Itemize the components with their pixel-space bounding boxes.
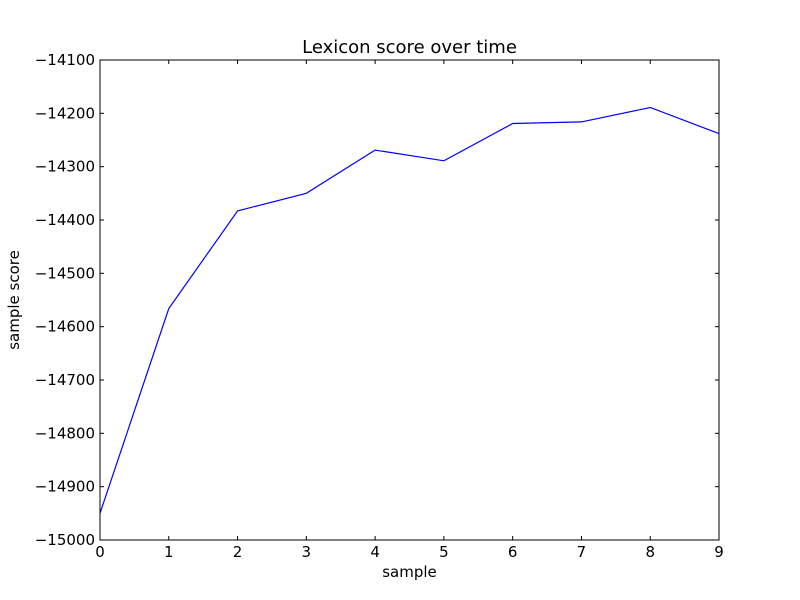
x-axis-label: sample [382,563,437,581]
x-tick-label: 7 [577,543,587,561]
y-tick-label: −15000 [35,531,95,549]
plot-area-frame [99,59,720,541]
series-line [99,106,720,514]
chart-title: Lexicon score over time [302,37,517,58]
x-tick-label: 6 [508,543,518,561]
y-tick-label: −14800 [35,424,95,442]
tick-labels: 0 1 2 3 4 5 6 7 8 9 −15000 −14900 −14800 −14700 −14600… [35,51,724,561]
x-tick-label: 9 [714,543,724,561]
x-tick-label: 8 [645,543,655,561]
x-tick-label: 0 [95,543,105,561]
y-tick-label: −14300 [35,158,95,176]
y-tick-label: −14700 [35,371,95,389]
x-tick-label: 5 [439,543,449,561]
y-tick-label: −14200 [35,104,95,122]
y-axis-label: sample score [5,250,23,350]
y-tick-label: −14600 [35,318,95,336]
x-tick-label: 2 [233,543,243,561]
data-series [99,106,720,514]
y-tick-label: −14500 [35,264,95,282]
x-tick-label: 1 [164,543,174,561]
y-tick-label: −14400 [35,211,95,229]
y-tick-label: −14900 [35,478,95,496]
x-tick-label: 3 [302,543,312,561]
y-tick-label: −14100 [35,51,95,69]
x-tick-label: 4 [370,543,380,561]
